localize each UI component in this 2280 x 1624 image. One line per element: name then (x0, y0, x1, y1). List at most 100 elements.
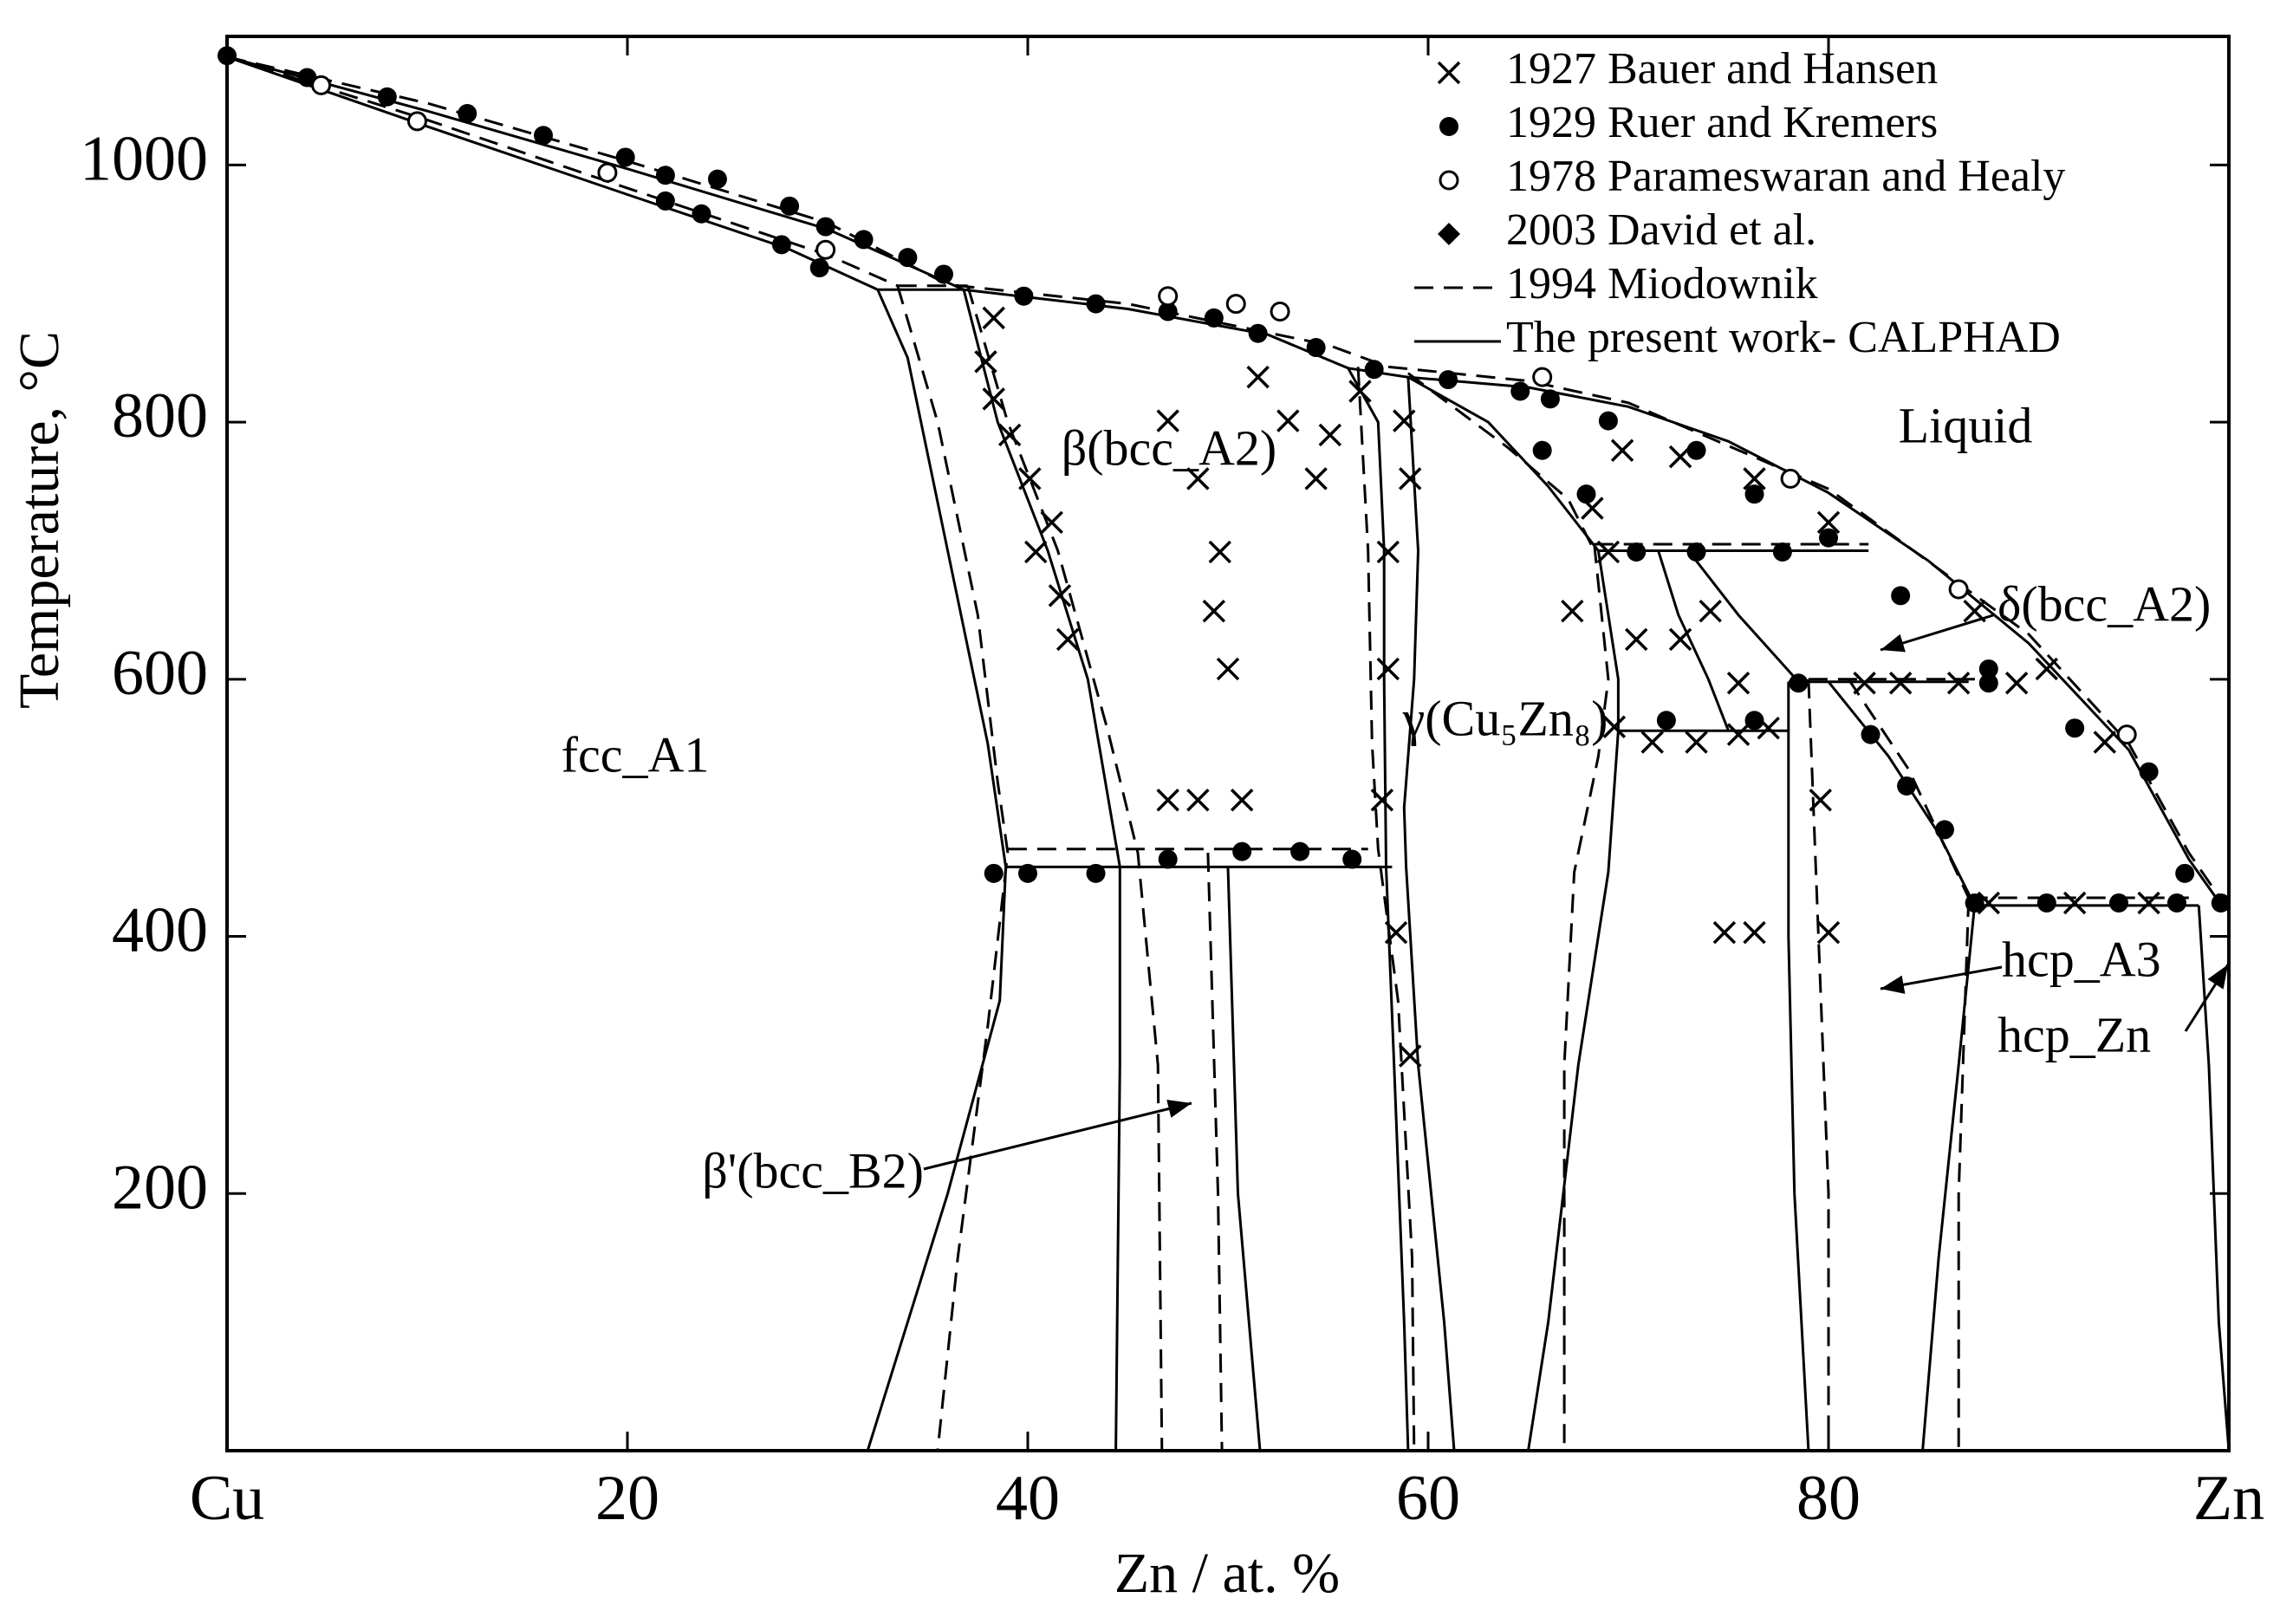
filled-circle-marker (1891, 586, 1911, 606)
filled-circle-marker (655, 166, 675, 185)
filled-circle-marker (1086, 863, 1106, 883)
cross-marker (2137, 891, 2160, 915)
legend-label: 1927 Bauer and Hansen (1506, 44, 1938, 94)
cross-marker (1712, 920, 1737, 945)
filled-circle-marker (1306, 338, 1326, 358)
filled-circle-marker (1978, 659, 1998, 679)
filled-circle-marker (1744, 484, 1764, 504)
filled-circle-marker (1686, 542, 1706, 562)
filled-circle-marker (218, 46, 237, 66)
filled-circle-marker (984, 863, 1004, 883)
filled-circle-marker (2166, 893, 2186, 913)
cross-marker (1230, 789, 1254, 812)
annotation-arrow (923, 1099, 1192, 1171)
cross-marker (1726, 672, 1751, 695)
legend-label: 2003 David et al. (1506, 205, 1816, 255)
cross-marker (1246, 365, 1270, 389)
cross-marker (1186, 789, 1210, 812)
phase-label: δ(bcc_A2) (1997, 575, 2211, 632)
cross-marker (1393, 409, 1416, 432)
filled-circle-marker (1510, 381, 1530, 401)
filled-circle-marker (1158, 302, 1178, 322)
phase-label: hcp_Zn (1997, 1006, 2151, 1062)
filled-circle-marker (1861, 724, 1881, 744)
cross-marker (2062, 891, 2087, 915)
filled-circle-marker (1014, 286, 1034, 306)
cross-marker (1040, 510, 1063, 535)
phase-label: hcp_A3 (2002, 931, 2161, 987)
filled-circle-marker (898, 248, 918, 268)
legend-marker (1439, 170, 1459, 191)
cross-marker (1276, 409, 1300, 432)
filled-circle-marker (2139, 762, 2159, 782)
open-circle-marker (597, 162, 618, 183)
phase-label: β(bcc_A2) (1062, 419, 1277, 476)
filled-circle-marker (1342, 849, 1362, 869)
filled-circle-marker (2065, 718, 2085, 738)
cross-marker (1370, 789, 1394, 812)
cross-marker (1048, 584, 1072, 607)
filled-circle-marker (1978, 673, 1998, 693)
x-tick-label: Cu (190, 1463, 264, 1534)
phase-label: fcc_A1 (562, 726, 710, 783)
filled-circle-marker (377, 87, 397, 107)
cross-marker (2004, 672, 2029, 695)
legend-label: 1978 Parameswaran and Healy (1506, 152, 2065, 201)
legend-label: 1929 Ruer and Kremers (1506, 98, 1938, 147)
cross-marker (997, 423, 1022, 447)
filled-circle-marker (854, 230, 874, 250)
filled-circle-marker (1248, 323, 1268, 343)
filled-circle-marker (707, 169, 727, 189)
filled-circle-marker (1364, 360, 1384, 380)
y-tick-label: 1000 (80, 123, 208, 194)
filled-circle-marker (1598, 411, 1618, 431)
filled-circle-marker (1204, 308, 1224, 328)
cross-marker (1318, 423, 1342, 447)
cross-marker (1398, 467, 1422, 490)
cross-marker (1668, 627, 1692, 652)
legend-marker (1438, 223, 1460, 245)
filled-circle-marker (1789, 673, 1809, 693)
phase-label: Liquid (1899, 397, 2033, 453)
open-circle-marker (815, 239, 836, 260)
cross-marker (1977, 891, 2001, 915)
filled-circle-marker (1819, 528, 1838, 548)
y-tick-label: 200 (112, 1152, 208, 1223)
cross-marker (1699, 599, 1722, 623)
filled-circle-marker (1897, 776, 1917, 796)
cross-marker (1640, 731, 1664, 754)
cross-marker (1186, 467, 1210, 490)
cross-marker (1208, 540, 1231, 564)
cross-marker (1376, 540, 1400, 564)
cross-marker (974, 350, 997, 374)
plot-frame (225, 35, 2231, 1452)
filled-circle-marker (1232, 841, 1252, 861)
cross-marker (1743, 920, 1766, 945)
filled-circle-marker (655, 191, 675, 211)
annotation-arrow (1880, 965, 2003, 994)
cross-marker (1816, 510, 1841, 535)
filled-circle-marker (933, 264, 953, 284)
cross-marker (1853, 672, 1876, 695)
filled-circle-marker (815, 217, 835, 237)
cross-marker (1561, 599, 1584, 623)
phase-boundary (226, 55, 2231, 1452)
filled-circle-marker (2175, 863, 2195, 883)
filled-circle-marker (615, 147, 635, 167)
cross-marker (1743, 467, 1766, 490)
cross-marker (2093, 731, 2117, 754)
filled-circle-marker (1158, 849, 1178, 869)
open-circle-marker (1532, 367, 1553, 387)
filled-circle-marker (1934, 820, 1954, 840)
cross-marker (1685, 731, 1708, 754)
filled-circle-marker (1686, 440, 1706, 460)
x-tick-label: 80 (1796, 1463, 1861, 1534)
cross-marker (1888, 672, 1913, 695)
filled-circle-marker (2036, 893, 2056, 913)
cross-marker (1602, 715, 1627, 738)
cross-marker (1304, 467, 1328, 490)
open-circle-marker (311, 75, 332, 95)
filled-circle-marker (1290, 841, 1310, 861)
